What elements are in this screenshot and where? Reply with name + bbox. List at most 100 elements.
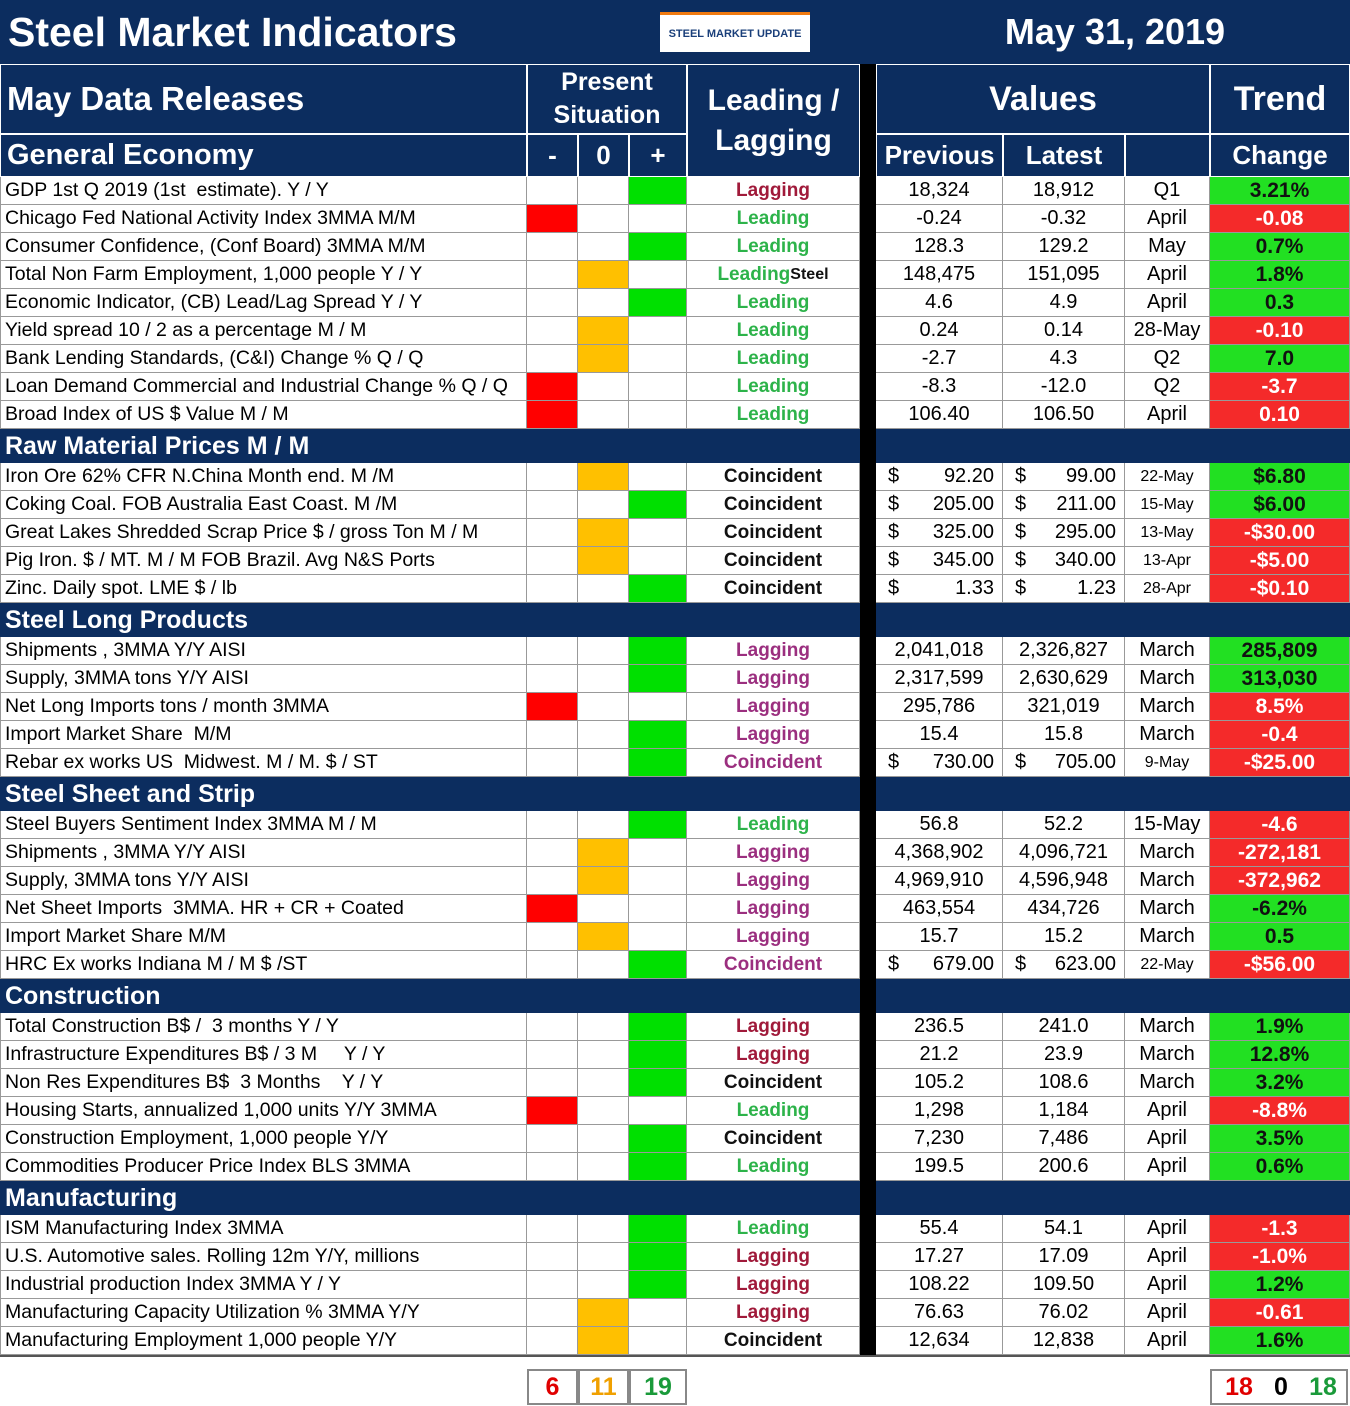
value-latest: 109.50 <box>1003 1271 1125 1299</box>
currency: $ <box>888 751 900 773</box>
situation-cell <box>578 317 629 345</box>
indicator: Lagging <box>687 665 860 693</box>
currency: $ <box>888 953 900 975</box>
situation-cell <box>629 839 687 867</box>
situation-cell <box>629 637 687 665</box>
currency: $ <box>1015 953 1027 975</box>
situation-cell <box>527 575 578 603</box>
indicator: Leading Steel <box>687 261 860 289</box>
value-cell: $211.00 <box>1003 491 1125 519</box>
change: -$56.00 <box>1210 951 1350 979</box>
situation-cell <box>578 289 629 317</box>
change: 1.8% <box>1210 261 1350 289</box>
value-previous: 92.20 <box>943 465 994 487</box>
situation-cell <box>578 1243 629 1271</box>
period: April <box>1125 205 1210 233</box>
section-title: Construction <box>5 981 161 1010</box>
indicator: Lagging <box>687 923 860 951</box>
row-name: Supply, 3MMA tons Y/Y AISI <box>0 867 527 895</box>
situation-cell <box>578 1013 629 1041</box>
situation-cell <box>578 867 629 895</box>
situation-cell <box>629 867 687 895</box>
situation-cell <box>629 233 687 261</box>
change: 1.2% <box>1210 1271 1350 1299</box>
value-cell: $325.00 <box>876 519 1003 547</box>
change: 0.6% <box>1210 1153 1350 1181</box>
situation-cell <box>527 177 578 205</box>
period: March <box>1125 923 1210 951</box>
row-name: Manufacturing Capacity Utilization % 3MM… <box>0 1299 527 1327</box>
indicator: Coincident <box>687 1327 860 1355</box>
situation-cell <box>629 205 687 233</box>
row-name: Pig Iron. $ / MT. M / M FOB Brazil. Avg … <box>0 547 527 575</box>
value-previous: 148,475 <box>876 261 1003 289</box>
value-latest: 7,486 <box>1003 1125 1125 1153</box>
row-name: ISM Manufacturing Index 3MMA <box>0 1215 527 1243</box>
situation-cell <box>527 665 578 693</box>
value-cell: $340.00 <box>1003 547 1125 575</box>
situation-cell <box>578 721 629 749</box>
row-name: U.S. Automotive sales. Rolling 12m Y/Y, … <box>0 1243 527 1271</box>
currency: $ <box>888 549 900 571</box>
situation-cell <box>629 261 687 289</box>
value-cell: $679.00 <box>876 951 1003 979</box>
situation-cell <box>578 749 629 777</box>
value-cell: $345.00 <box>876 547 1003 575</box>
value-previous: 128.3 <box>876 233 1003 261</box>
situation-cell <box>578 177 629 205</box>
value-latest: 705.00 <box>1054 751 1116 773</box>
value-latest: -12.0 <box>1003 373 1125 401</box>
situation-cell <box>629 1327 687 1355</box>
change: -1.3 <box>1210 1215 1350 1243</box>
situation-cell <box>629 177 687 205</box>
total: 0 <box>1274 1372 1288 1401</box>
period: March <box>1125 665 1210 693</box>
value-previous: -8.3 <box>876 373 1003 401</box>
section-header <box>0 603 1350 637</box>
change: 0.3 <box>1210 289 1350 317</box>
row-name: Total Construction B$ / 3 months Y / Y <box>0 1013 527 1041</box>
change: -$25.00 <box>1210 749 1350 777</box>
row-name: Net Sheet Imports 3MMA. HR + CR + Coated <box>0 895 527 923</box>
situation-cell <box>527 749 578 777</box>
change: 285,809 <box>1210 637 1350 665</box>
period: April <box>1125 261 1210 289</box>
value-previous: 4,368,902 <box>876 839 1003 867</box>
period: 22-May <box>1125 463 1210 491</box>
period: May <box>1125 233 1210 261</box>
indicator: Leading <box>687 1153 860 1181</box>
situation-cell <box>629 1097 687 1125</box>
currency: $ <box>1015 521 1027 543</box>
value-latest: 623.00 <box>1054 953 1116 975</box>
value-previous: 463,554 <box>876 895 1003 923</box>
indicator: Leading <box>687 401 860 429</box>
indicator: Lagging <box>687 1243 860 1271</box>
value-latest: 0.14 <box>1003 317 1125 345</box>
situation-cell <box>578 1215 629 1243</box>
situation-cell <box>527 373 578 401</box>
value-latest: 12,838 <box>1003 1327 1125 1355</box>
value-cell: $705.00 <box>1003 749 1125 777</box>
situation-cell <box>629 1243 687 1271</box>
change: 8.5% <box>1210 693 1350 721</box>
value-previous: 730.00 <box>932 751 994 773</box>
value-latest: 129.2 <box>1003 233 1125 261</box>
indicator: Coincident <box>687 491 860 519</box>
indicator-extra: Steel <box>790 265 829 283</box>
change: -0.61 <box>1210 1299 1350 1327</box>
value-latest: 76.02 <box>1003 1299 1125 1327</box>
total-box <box>1210 1369 1348 1405</box>
situation-cell <box>527 923 578 951</box>
indicator: Leading <box>687 373 860 401</box>
change: 313,030 <box>1210 665 1350 693</box>
row-name: Shipments , 3MMA Y/Y AISI <box>0 839 527 867</box>
row-name: Manufacturing Employment 1,000 people Y/… <box>0 1327 527 1355</box>
value-cell: $92.20 <box>876 463 1003 491</box>
situation-cell <box>578 811 629 839</box>
situation-cell <box>578 1327 629 1355</box>
change: 3.5% <box>1210 1125 1350 1153</box>
change: 3.21% <box>1210 177 1350 205</box>
situation-cell <box>578 401 629 429</box>
situation-cell <box>629 923 687 951</box>
value-latest: 4,096,721 <box>1003 839 1125 867</box>
